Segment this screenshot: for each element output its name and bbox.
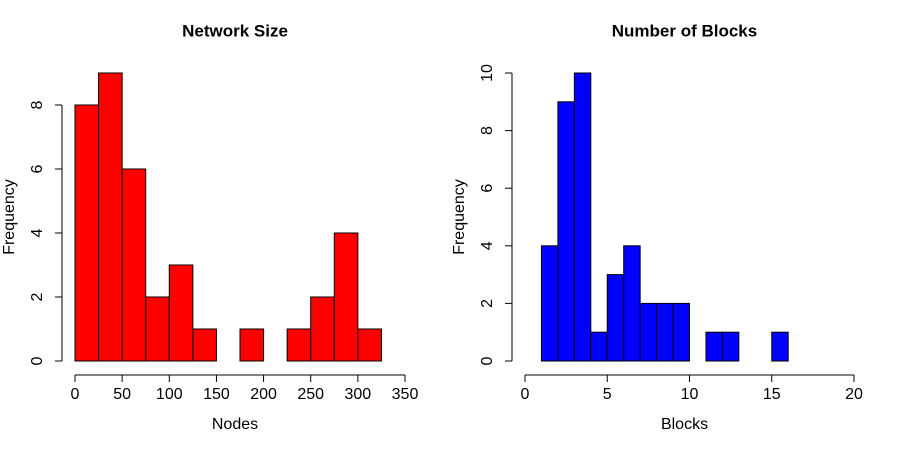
bar: [239, 328, 265, 362]
bar: [672, 302, 690, 362]
y-axis-label: Frequency: [451, 179, 468, 255]
bar: [606, 274, 625, 362]
y-tick-label: 0: [29, 356, 46, 365]
y-tick-label: 4: [29, 228, 46, 237]
x-tick-label: 10: [681, 386, 699, 403]
bar: [540, 245, 559, 362]
x-tick-label: 5: [603, 386, 612, 403]
bar: [192, 328, 217, 362]
bar: [590, 331, 608, 362]
bar: [286, 328, 312, 362]
bar: [98, 72, 123, 362]
bar: [639, 302, 658, 362]
bar: [656, 302, 674, 362]
bar: [705, 331, 723, 362]
x-tick-label: 50: [113, 386, 131, 403]
chart-title: Network Size: [182, 21, 288, 40]
bar: [168, 264, 194, 362]
bar: [573, 72, 592, 362]
bar: [145, 296, 170, 362]
x-tick-label: 350: [392, 386, 419, 403]
x-tick-label: 250: [297, 386, 324, 403]
y-tick-label: 10: [479, 64, 496, 82]
x-tick-label: 20: [845, 386, 863, 403]
y-tick-label: 8: [479, 126, 496, 135]
y-tick-label: 4: [479, 241, 496, 250]
bar: [121, 168, 147, 362]
y-tick-label: 8: [29, 100, 46, 109]
bar: [310, 296, 335, 362]
bar: [557, 101, 575, 362]
bar: [74, 104, 100, 362]
chart-title: Number of Blocks: [612, 21, 757, 40]
bar: [623, 245, 641, 362]
y-tick-label: 2: [29, 292, 46, 301]
x-axis-label: Nodes: [212, 416, 258, 433]
x-tick-label: 0: [71, 386, 80, 403]
x-tick-label: 300: [345, 386, 372, 403]
bar: [357, 328, 382, 362]
y-tick-label: 6: [29, 164, 46, 173]
bar: [771, 331, 789, 362]
x-tick-label: 100: [156, 386, 183, 403]
x-tick-label: 150: [203, 386, 230, 403]
y-tick-label: 6: [479, 184, 496, 193]
x-tick-label: 0: [521, 386, 530, 403]
bar: [721, 331, 740, 362]
x-tick-label: 15: [763, 386, 781, 403]
bar: [333, 232, 359, 362]
x-tick-label: 200: [250, 386, 277, 403]
y-tick-label: 2: [479, 299, 496, 308]
x-axis-label: Blocks: [661, 416, 708, 433]
y-tick-label: 0: [479, 356, 496, 365]
y-axis-label: Frequency: [1, 179, 18, 255]
